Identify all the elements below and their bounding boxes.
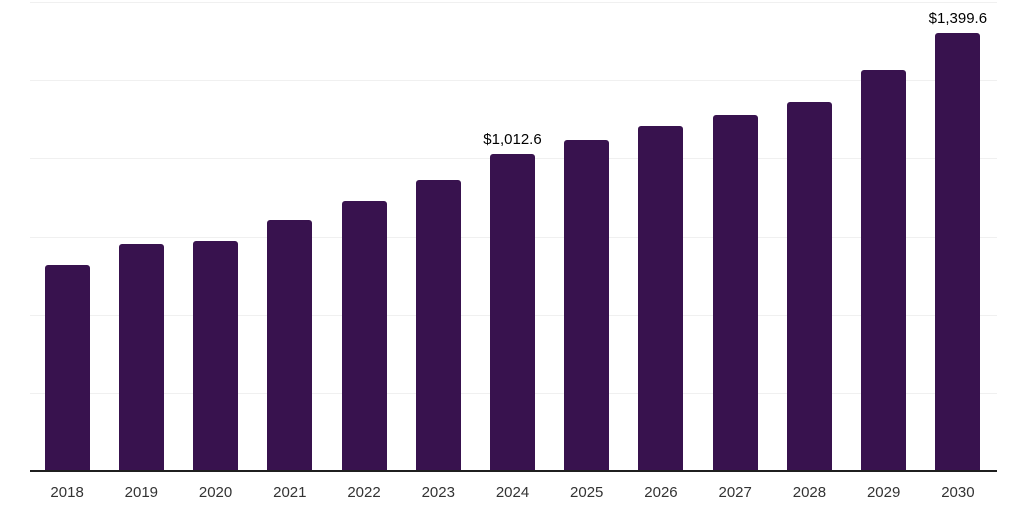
bar-2019 bbox=[118, 244, 164, 471]
value-label-2024: $1,012.6 bbox=[483, 131, 542, 149]
bar-2021 bbox=[267, 219, 313, 471]
x-tick-label-2023: 2023 bbox=[421, 484, 455, 501]
x-tick-label-2030: 2030 bbox=[941, 484, 975, 501]
x-tick-label-2028: 2028 bbox=[792, 484, 827, 501]
x-tick-label-2018: 2018 bbox=[50, 484, 84, 501]
x-tick-label-2025: 2025 bbox=[570, 484, 604, 501]
bar-2023 bbox=[415, 180, 461, 471]
x-tick-label-2024: 2024 bbox=[495, 484, 530, 501]
bar-2027 bbox=[712, 115, 758, 471]
x-tick-label-2026: 2026 bbox=[644, 484, 678, 501]
bar-2020 bbox=[193, 240, 239, 471]
x-tick-label-2029: 2029 bbox=[866, 484, 901, 501]
x-tick-label-2022: 2022 bbox=[347, 484, 381, 501]
x-axis-line bbox=[30, 470, 997, 472]
bar-2022 bbox=[341, 200, 387, 471]
bar-2024 bbox=[490, 154, 535, 471]
x-tick-label-2019: 2019 bbox=[124, 484, 159, 501]
bar-2028 bbox=[786, 102, 832, 471]
x-tick-label-2020: 2020 bbox=[198, 484, 233, 501]
bar-2026 bbox=[638, 125, 684, 471]
bar-2030 bbox=[935, 33, 981, 471]
gridline bbox=[30, 80, 997, 82]
value-label-2030: $1,399.6 bbox=[928, 10, 988, 28]
gridline bbox=[30, 2, 997, 3]
bar-2025 bbox=[564, 140, 610, 471]
x-tick-label-2027: 2027 bbox=[718, 484, 752, 501]
bar-2018 bbox=[44, 264, 90, 471]
bar-2029 bbox=[861, 70, 907, 471]
x-tick-label-2021: 2021 bbox=[273, 484, 307, 501]
